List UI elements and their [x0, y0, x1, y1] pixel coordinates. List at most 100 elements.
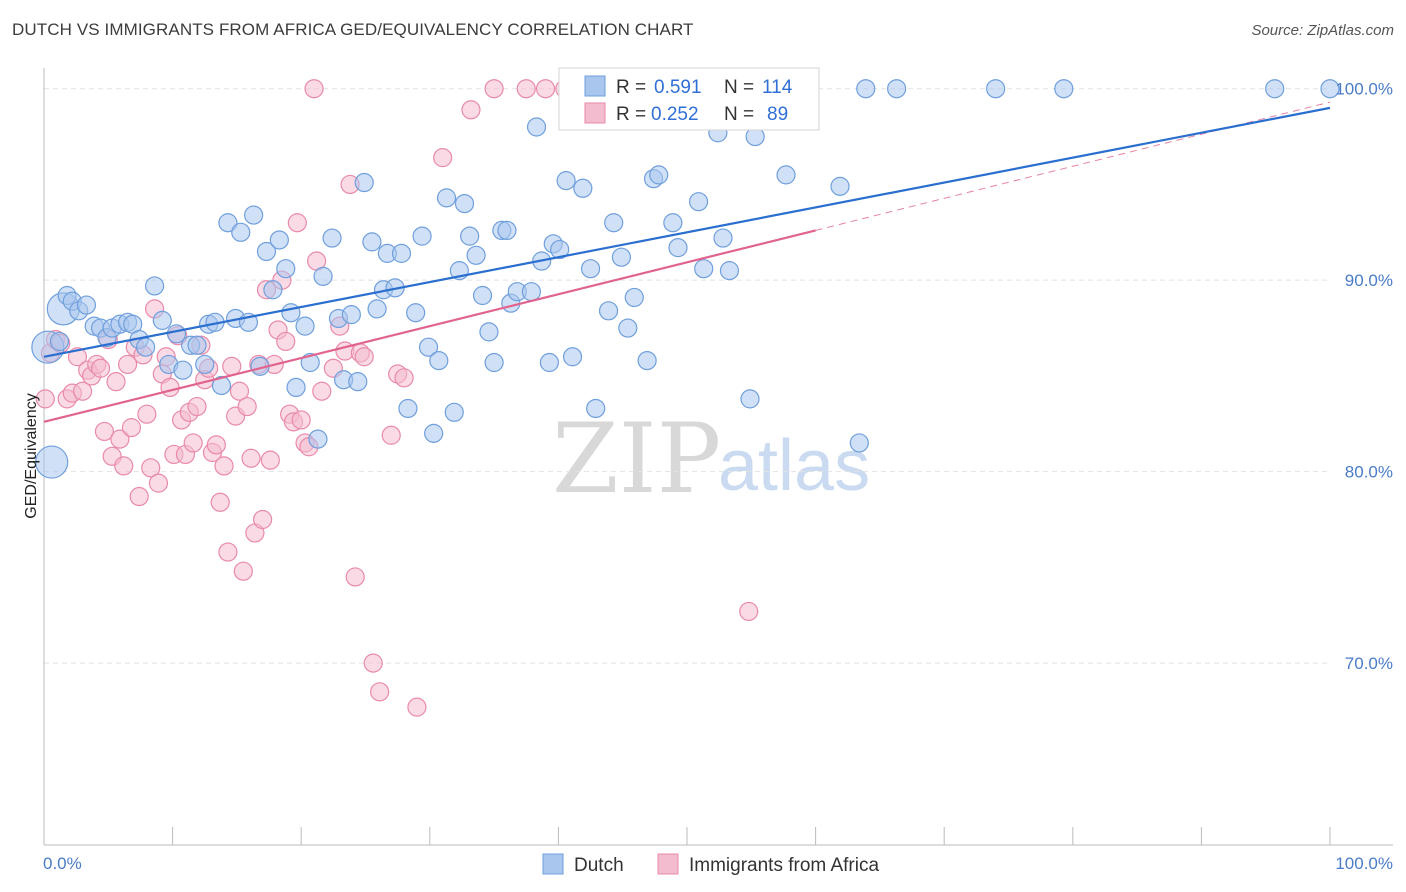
dutch-point	[398, 398, 418, 419]
africa-point	[137, 404, 157, 424]
bottom-legend-swatch-africa	[657, 853, 679, 875]
y-tick-labels: 70.0% 80.0% 90.0% 100.0%	[1335, 80, 1393, 673]
dutch-point	[429, 350, 449, 371]
dutch-point	[1320, 79, 1340, 99]
dutch-point	[598, 301, 619, 321]
dutch-point	[830, 176, 850, 196]
watermark-zip: ZIP	[552, 403, 721, 515]
africa-point	[129, 486, 149, 507]
africa-point	[72, 381, 93, 401]
dutch-point	[35, 445, 69, 479]
africa-point	[94, 421, 115, 442]
africa-point	[291, 410, 311, 430]
africa-point	[354, 347, 374, 367]
dutch-point	[406, 303, 426, 323]
dutch-point	[173, 360, 193, 380]
dutch-point	[637, 350, 657, 371]
africa-point	[381, 425, 401, 445]
dutch-point	[556, 171, 576, 191]
dutch-point	[719, 261, 740, 281]
dutch-point	[144, 276, 165, 296]
dutch-point	[484, 352, 504, 373]
bottom-legend: Dutch Immigrants from Africa	[542, 853, 879, 876]
legend-n-value-dutch: 114	[762, 77, 793, 98]
africa-point	[370, 682, 390, 702]
africa-point	[394, 368, 414, 388]
bottom-legend-africa: Immigrants from Africa	[689, 855, 879, 876]
dutch-point	[436, 188, 457, 208]
y-tick-label-70: 70.0%	[1345, 654, 1393, 673]
dutch-point	[135, 337, 156, 357]
dutch-point	[412, 226, 432, 246]
dutch-point	[526, 117, 547, 137]
dutch-point	[688, 192, 709, 212]
dutch-point	[354, 172, 374, 193]
dutch-point	[76, 295, 97, 315]
legend-swatch-dutch	[584, 75, 606, 97]
dutch-point	[276, 259, 296, 279]
dutch-point	[362, 232, 382, 252]
dutch-point	[348, 372, 368, 392]
dutch-point	[218, 213, 238, 233]
dutch-point	[618, 318, 638, 338]
dutch-point	[624, 287, 644, 308]
dutch-point	[663, 213, 683, 233]
y-tick-label-100: 100.0%	[1335, 80, 1393, 99]
bottom-legend-swatch-dutch	[542, 853, 564, 875]
africa-point	[148, 473, 169, 493]
chart-title: DUTCH VS IMMIGRANTS FROM AFRICA GED/EQUI…	[12, 20, 694, 39]
dutch-point	[539, 352, 559, 373]
dutch-point	[256, 241, 277, 262]
dutch-point	[776, 165, 796, 185]
africa-point	[237, 396, 257, 417]
africa-point	[535, 79, 556, 99]
africa-trendline-extension	[815, 101, 1331, 231]
africa-point	[233, 561, 253, 581]
africa-point	[433, 148, 453, 168]
dutch-point	[244, 205, 264, 225]
dutch-point	[586, 398, 606, 419]
dutch-point	[611, 247, 632, 267]
africa-point	[241, 448, 261, 468]
africa-point	[187, 396, 207, 417]
africa-point	[345, 567, 365, 587]
legend-r-label-dutch: R =	[616, 77, 646, 98]
africa-trendline	[43, 229, 816, 423]
dutch-point	[391, 243, 412, 263]
africa-point	[110, 429, 130, 449]
africa-point	[35, 389, 55, 409]
dutch-point	[986, 79, 1006, 99]
dutch-point	[231, 222, 251, 242]
africa-point	[484, 79, 504, 99]
dutch-point	[497, 220, 517, 241]
dutch-point	[649, 165, 669, 185]
dutch-point	[521, 282, 541, 302]
africa-point	[407, 697, 427, 717]
africa-point	[229, 381, 250, 401]
dutch-point	[269, 230, 289, 250]
dutch-point	[1265, 79, 1285, 99]
dutch-point	[49, 331, 70, 352]
africa-point	[739, 601, 759, 622]
africa-point	[106, 372, 126, 392]
trendlines	[43, 101, 1331, 423]
dutch-point	[211, 375, 232, 396]
dutch-point	[580, 259, 601, 279]
dutch-point	[281, 303, 301, 323]
dutch-point	[550, 239, 570, 260]
dutch-point	[286, 377, 306, 398]
africa-point	[253, 509, 273, 530]
africa-point	[206, 435, 226, 455]
dutch-point	[472, 285, 493, 306]
dutch-point	[740, 389, 760, 409]
dutch-point	[466, 245, 486, 265]
africa-point	[121, 418, 142, 438]
africa-point	[210, 492, 230, 512]
africa-point	[461, 100, 481, 120]
dutch-point	[887, 79, 907, 99]
watermark-atlas: atlas	[718, 426, 870, 506]
africa-point	[516, 79, 536, 99]
africa-point	[312, 381, 332, 401]
africa-point	[117, 354, 138, 375]
dutch-point	[604, 213, 624, 233]
